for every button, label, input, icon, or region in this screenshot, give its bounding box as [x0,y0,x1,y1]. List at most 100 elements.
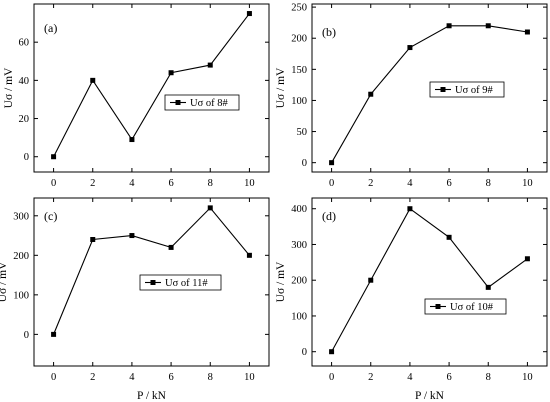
legend: Uσ of 11# [139,274,222,291]
legend-box [429,81,505,98]
x-tick-label: 4 [407,178,413,189]
panel-1: 0 2 4 6 8 10 0 20 40 60 Uσ / mV (a) Uσ of 8# [3,3,270,189]
x-axis-title: P / kN [415,390,445,402]
data-point [90,237,96,243]
data-point [485,284,491,290]
data-point [446,23,452,29]
x-tick-label: 4 [407,372,413,383]
x-tick-label: 8 [486,178,491,189]
y-tick-label: 0 [24,330,29,341]
plot-frame [311,3,548,173]
legend-box [164,94,240,111]
y-tick-label: 200 [291,34,307,45]
data-point [524,256,530,262]
x-tick-label: 0 [329,372,334,383]
legend-label: Uσ of 8# [190,98,228,109]
legend: Uσ of 9# [429,81,505,98]
y-tick-label: 200 [291,276,307,287]
data-point [51,331,57,337]
data-point [129,233,135,239]
plot-frame [33,3,270,173]
data-point [368,277,374,283]
legend-marker [435,304,441,309]
y-tick-label: 20 [19,114,30,125]
legend-box [139,274,222,291]
y-tick-label: 400 [291,204,307,215]
data-point [524,29,530,35]
data-point [168,244,174,250]
data-point [246,252,252,258]
legend-box [424,298,507,315]
panel-label: (a) [44,21,57,35]
x-tick-label: 0 [329,178,334,189]
x-tick-label: 2 [368,178,373,189]
data-point [368,91,374,97]
legend-marker [440,87,446,92]
y-axis-title: Uσ / mV [275,261,287,302]
data-point [129,137,135,143]
y-tick-label: 250 [291,3,307,14]
legend-marker [150,280,156,285]
legend-marker [175,100,181,105]
x-tick-label: 10 [244,372,255,383]
panel-label: (d) [322,209,336,223]
x-tick-label: 0 [51,178,56,189]
x-tick-label: 6 [446,372,451,383]
x-tick-label: 6 [168,178,173,189]
data-point [485,23,491,29]
panel-label: (c) [44,209,57,223]
y-tick-label: 200 [13,251,29,262]
legend: Uσ of 10# [424,298,507,315]
y-tick-label: 300 [291,240,307,251]
data-point [207,205,213,211]
panel-label: (b) [322,25,336,39]
data-point [446,234,452,240]
legend: Uσ of 8# [164,94,240,111]
x-tick-label: 10 [522,178,533,189]
data-point [207,62,213,68]
y-tick-label: 0 [302,347,307,358]
x-tick-label: 8 [486,372,491,383]
plot-frame [33,197,270,367]
x-tick-label: 6 [446,178,451,189]
y-tick-label: 100 [291,311,307,322]
series-line [331,25,528,163]
y-axis-title: Uσ / mV [0,261,9,302]
x-tick-label: 8 [208,178,213,189]
data-point [407,206,413,212]
plot-frame [311,197,548,367]
x-tick-label: 8 [208,372,213,383]
data-point [329,160,335,166]
x-tick-label: 6 [168,372,173,383]
x-tick-label: 2 [90,372,95,383]
series-line [331,207,528,352]
data-point [51,154,57,160]
y-tick-label: 0 [302,158,307,169]
series-line [53,207,250,335]
data-point [329,349,335,355]
x-tick-label: 4 [129,372,135,383]
x-axis-title: P / kN [137,390,167,402]
legend-label: Uσ of 10# [450,302,494,313]
x-tick-label: 2 [368,372,373,383]
y-tick-label: 100 [13,290,29,301]
data-point [407,45,413,51]
series-line [53,13,250,157]
y-tick-label: 60 [19,38,30,49]
y-tick-label: 150 [291,65,307,76]
x-tick-label: 4 [129,178,135,189]
data-point [90,77,96,83]
x-tick-label: 10 [244,178,255,189]
y-axis-title: Uσ / mV [275,67,287,108]
x-tick-label: 0 [51,372,56,383]
legend-label: Uσ of 11# [165,278,208,289]
y-tick-label: 0 [24,152,29,163]
legend-label: Uσ of 9# [455,85,493,96]
y-axis-title: Uσ / mV [3,67,15,108]
y-tick-label: 40 [19,76,30,87]
data-point [168,70,174,76]
y-tick-label: 100 [291,96,307,107]
